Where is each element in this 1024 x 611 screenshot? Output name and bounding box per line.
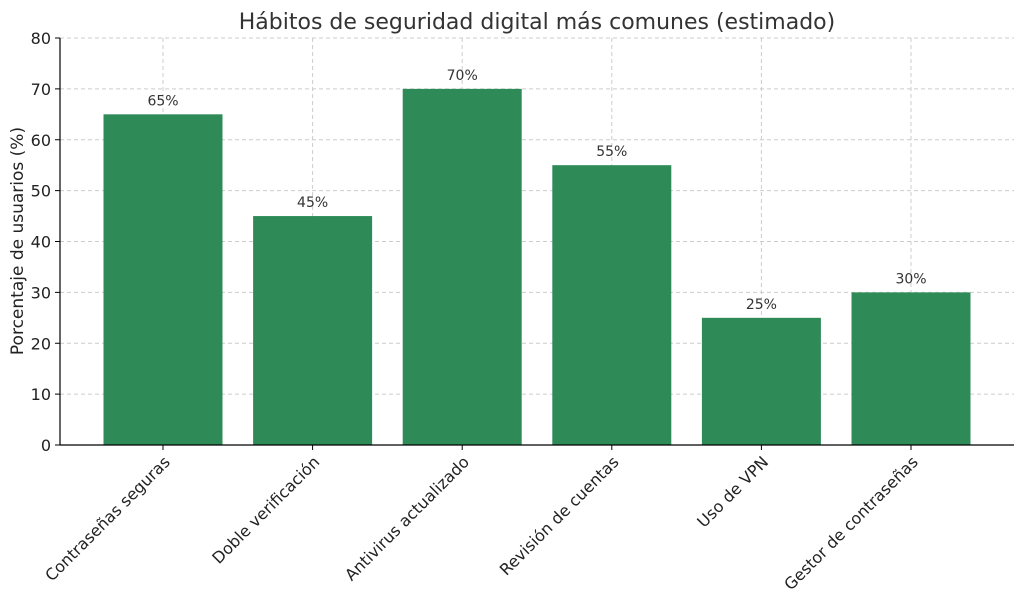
data-label: 30%	[895, 271, 926, 287]
bar	[402, 88, 522, 445]
y-tick-labels: 0 10 20 30 40 50 60 70 80	[31, 29, 60, 455]
y-tick-label: 30	[31, 283, 51, 302]
y-tick-label: 40	[31, 233, 51, 252]
x-tick-label: Gestor de contraseñas	[780, 452, 922, 594]
bar	[253, 216, 373, 445]
x-tick-label: Revisión de cuentas	[496, 452, 623, 579]
data-label: 70%	[447, 68, 478, 84]
data-label: 55%	[596, 144, 627, 160]
y-tick-label: 0	[41, 436, 51, 455]
y-tick-label: 50	[31, 182, 51, 201]
x-tick-label: Antivirus actualizado	[341, 452, 473, 584]
y-tick-label: 20	[31, 334, 51, 353]
y-tick-label: 80	[31, 29, 51, 48]
data-label: 45%	[297, 195, 328, 211]
x-tick-labels: Contraseñas seguras Doble verificación Ant…	[41, 445, 922, 594]
y-tick-label: 70	[31, 80, 51, 99]
x-tick-label: Doble verificación	[208, 452, 323, 567]
data-label: 65%	[147, 93, 178, 109]
chart-title: Hábitos de seguridad digital más comunes…	[239, 10, 835, 35]
y-axis-title: Porcentaje de usuarios (%)	[8, 127, 28, 355]
bar	[552, 165, 672, 445]
bar	[103, 114, 223, 445]
bar	[851, 292, 971, 445]
bars	[103, 88, 971, 445]
data-label: 25%	[746, 297, 777, 313]
data-labels: 65% 45% 70% 55% 25% 30%	[147, 68, 926, 313]
y-tick-label: 60	[31, 131, 51, 150]
x-tick-label: Contraseñas seguras	[41, 452, 174, 585]
bar	[701, 317, 821, 445]
x-tick-label: Uso de VPN	[693, 452, 772, 531]
y-tick-label: 10	[31, 385, 51, 404]
